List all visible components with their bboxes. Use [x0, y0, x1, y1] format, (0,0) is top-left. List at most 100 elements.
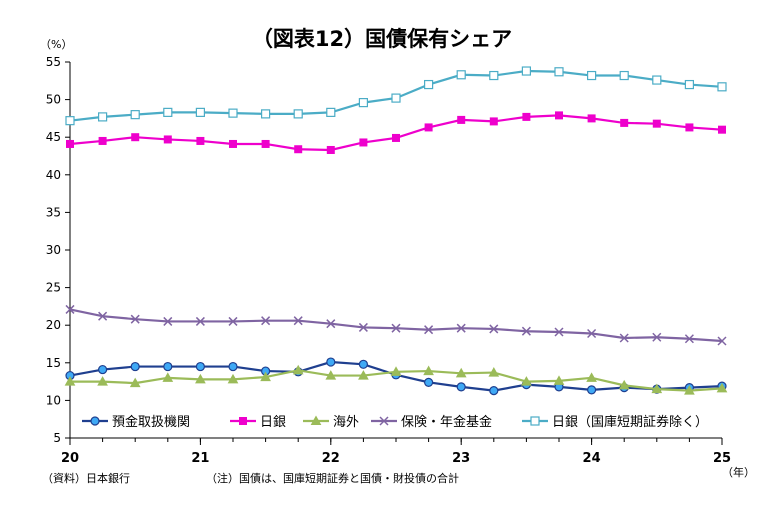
- data-point: [260, 371, 271, 382]
- data-point: [424, 325, 434, 335]
- data-point: [294, 145, 303, 154]
- data-point: [716, 382, 728, 393]
- data-point: [620, 118, 629, 127]
- data-point: [424, 123, 433, 132]
- source-note: （資料）日本銀行: [42, 471, 130, 485]
- data-point: [619, 70, 629, 81]
- data-point: [586, 70, 597, 81]
- y-axis-unit: （%）: [40, 38, 72, 51]
- data-point: [423, 365, 434, 376]
- data-point: [455, 367, 467, 378]
- data-point: [195, 361, 205, 372]
- data-point: [195, 316, 205, 326]
- legend-label: 日銀: [260, 415, 286, 430]
- series-4: [65, 304, 727, 346]
- legend-item: 預金取扱機関: [82, 414, 190, 430]
- data-point: [292, 364, 304, 375]
- data-point: [553, 375, 565, 385]
- data-point: [390, 366, 402, 376]
- legend-item: 保険・年金基金: [371, 414, 492, 430]
- data-point: [717, 336, 727, 346]
- data-point: [163, 107, 173, 117]
- data-point: [489, 386, 499, 396]
- x-axis-unit: （年）: [722, 465, 755, 479]
- data-point: [163, 135, 172, 144]
- data-point: [619, 333, 629, 343]
- data-point: [684, 385, 695, 395]
- data-point: [195, 373, 206, 384]
- data-point: [489, 324, 499, 334]
- data-point: [587, 114, 596, 123]
- data-point: [456, 70, 466, 80]
- footnote: （注）国債は、国庫短期証券と国債・財投債の合計: [206, 471, 459, 485]
- data-point: [359, 138, 368, 147]
- series-3: [64, 364, 728, 395]
- data-point: [586, 372, 597, 382]
- data-point: [424, 79, 434, 90]
- data-point: [555, 111, 563, 120]
- data-point: [97, 364, 108, 375]
- y-tick-label: 45: [46, 130, 61, 144]
- y-tick-label: 5: [53, 431, 61, 445]
- data-point: [98, 136, 107, 145]
- data-point: [521, 66, 532, 76]
- data-point: [457, 115, 466, 124]
- data-point: [97, 376, 108, 386]
- data-point: [489, 70, 499, 81]
- data-point: [652, 332, 662, 342]
- x-tick-label: 23: [452, 451, 470, 466]
- data-point: [651, 383, 663, 394]
- data-point: [391, 93, 401, 103]
- data-point: [239, 417, 247, 425]
- series-layer: [64, 66, 728, 396]
- x-tick-label: 20: [61, 451, 79, 466]
- data-point: [129, 377, 141, 388]
- data-point: [66, 139, 74, 148]
- y-tick-label: 15: [46, 356, 61, 370]
- data-point: [456, 323, 466, 333]
- legend: 預金取扱機関 日銀 海外 保険・年金基金 日銀（国庫短期証券除く）: [82, 414, 708, 430]
- x-tick-label: 21: [191, 451, 209, 466]
- data-point: [326, 145, 335, 154]
- data-point: [521, 376, 532, 386]
- data-point: [489, 117, 498, 126]
- data-point: [554, 67, 564, 77]
- data-point: [326, 107, 336, 117]
- data-point: [195, 107, 205, 117]
- data-point: [488, 367, 500, 377]
- y-tick-label: 30: [46, 243, 61, 257]
- y-axis-ticks: 5 10 15 20 25 30 35 40 45 50 55: [46, 55, 70, 445]
- data-point: [310, 415, 322, 425]
- data-point: [64, 376, 76, 386]
- data-point: [228, 316, 238, 326]
- data-point: [196, 136, 205, 145]
- data-point: [261, 139, 270, 148]
- legend-label: 預金取扱機関: [112, 414, 190, 430]
- data-point: [227, 373, 239, 384]
- data-point: [326, 357, 336, 367]
- legend-label: 保険・年金基金: [401, 414, 492, 430]
- data-point: [358, 370, 369, 380]
- data-point: [684, 334, 694, 344]
- data-point: [586, 385, 597, 395]
- x-tick-label: 24: [583, 451, 601, 466]
- legend-label: 海外: [333, 415, 359, 430]
- data-point: [261, 109, 271, 119]
- data-point: [65, 116, 75, 126]
- data-point: [521, 326, 531, 336]
- data-point: [90, 416, 100, 426]
- data-point: [618, 379, 630, 390]
- data-point: [522, 112, 531, 121]
- data-point: [163, 316, 173, 326]
- data-point: [718, 125, 726, 134]
- legend-label: 日銀（国庫短期証券除く）: [552, 414, 708, 430]
- y-tick-label: 25: [46, 281, 61, 295]
- legend-item: 日銀（国庫短期証券除く）: [522, 414, 708, 430]
- data-point: [392, 133, 400, 142]
- data-point: [456, 382, 466, 392]
- legend-item: 日銀: [230, 415, 286, 430]
- series-5: [65, 66, 727, 126]
- chart-title: （図表12）国債保有シェア: [252, 27, 512, 51]
